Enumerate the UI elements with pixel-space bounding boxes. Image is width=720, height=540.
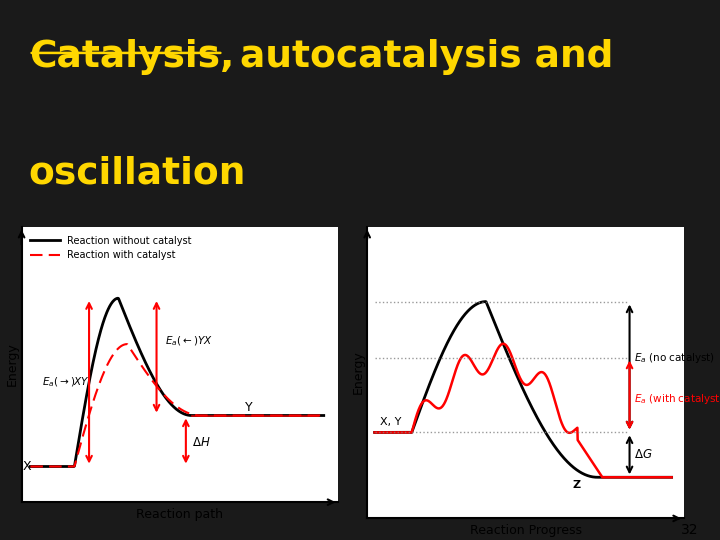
X-axis label: Reaction Progress: Reaction Progress	[469, 524, 582, 537]
Text: $E_a(\leftarrow)YX$: $E_a(\leftarrow)YX$	[166, 334, 213, 348]
Text: $\Delta H$: $\Delta H$	[192, 436, 210, 449]
Y-axis label: Energy: Energy	[6, 342, 19, 387]
Y-axis label: Energy: Energy	[351, 350, 364, 395]
X-axis label: Reaction path: Reaction path	[137, 508, 223, 521]
Text: autocatalysis and: autocatalysis and	[227, 39, 613, 75]
Text: $E_a$ (no catalyst): $E_a$ (no catalyst)	[634, 350, 716, 365]
Text: $E_a(\rightarrow)XY$: $E_a(\rightarrow)XY$	[42, 375, 90, 389]
Text: X: X	[22, 460, 31, 473]
Legend: Reaction without catalyst, Reaction with catalyst: Reaction without catalyst, Reaction with…	[27, 232, 196, 264]
Text: Catalysis,: Catalysis,	[29, 39, 234, 75]
Text: 32: 32	[681, 523, 698, 537]
Text: $\Delta G$: $\Delta G$	[634, 448, 653, 461]
Text: oscillation: oscillation	[29, 156, 246, 192]
Text: X, Y: X, Y	[379, 417, 401, 427]
Text: Y: Y	[245, 401, 252, 414]
Text: Z: Z	[572, 481, 581, 490]
Text: $E_a$ (with catalyst): $E_a$ (with catalyst)	[634, 392, 720, 406]
